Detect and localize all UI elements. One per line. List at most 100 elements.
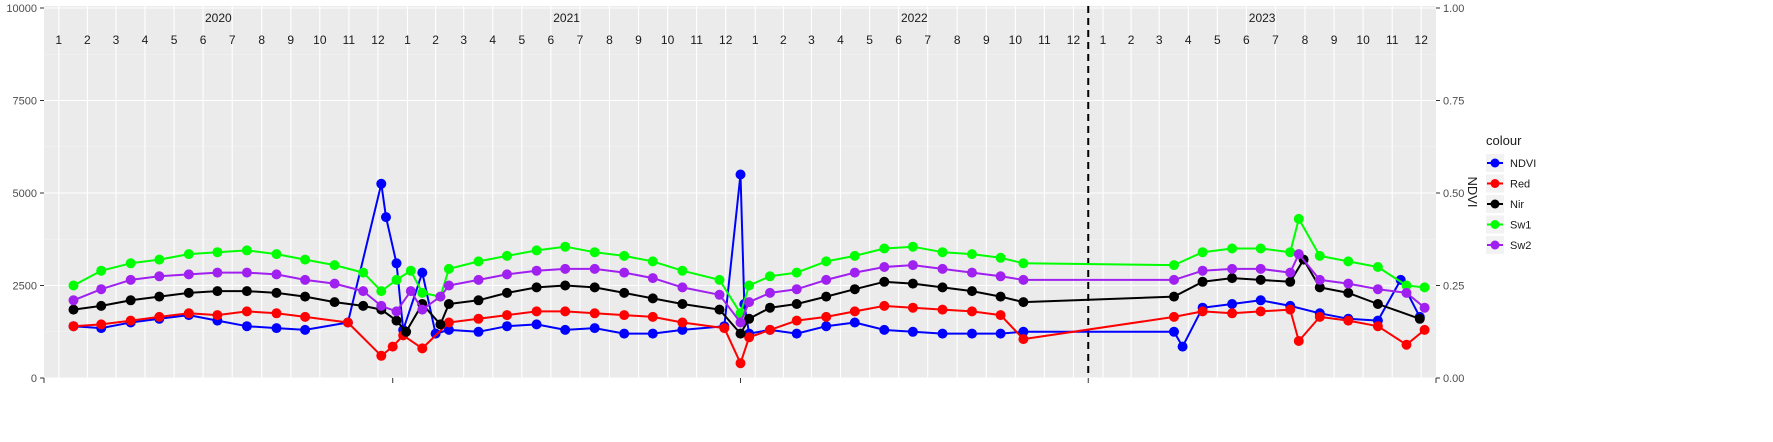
data-point: [271, 308, 282, 319]
month-label: 1: [55, 33, 62, 47]
data-point: [502, 310, 512, 321]
year-label: 2022: [901, 11, 928, 25]
data-point: [937, 247, 948, 258]
right-tick-label: 0.75: [1443, 96, 1464, 108]
data-point: [391, 258, 402, 269]
data-point: [791, 299, 802, 309]
data-point: [391, 315, 402, 326]
year-label: 2023: [1249, 11, 1276, 25]
data-point: [765, 271, 775, 282]
year-label: 2021: [553, 11, 580, 25]
data-point: [995, 291, 1006, 302]
month-label: 6: [548, 33, 555, 47]
data-point: [1197, 276, 1208, 287]
data-point: [417, 304, 428, 315]
data-point: [1314, 282, 1325, 293]
data-point: [271, 287, 282, 298]
data-point: [719, 323, 730, 334]
data-point: [589, 282, 600, 293]
data-point: [791, 315, 802, 326]
data-point: [735, 328, 746, 339]
data-point: [1372, 299, 1383, 309]
left-tick-label: 0: [31, 373, 37, 385]
legend-item-sw1: Sw1: [1486, 215, 1531, 234]
month-label: 10: [313, 33, 327, 47]
data-point: [619, 267, 630, 278]
data-point: [1255, 243, 1266, 254]
data-point: [677, 324, 688, 335]
data-point: [821, 311, 832, 322]
right-tick-label: 0.00: [1443, 373, 1464, 385]
month-label: 4: [489, 33, 496, 47]
data-point: [849, 306, 860, 317]
data-point: [358, 286, 369, 297]
legend: colour NDVI Red Nir Sw1 Sw2: [1486, 133, 1536, 254]
month-label: 6: [1243, 33, 1250, 47]
legend-label: Sw1: [1510, 220, 1531, 232]
data-point: [714, 304, 725, 315]
data-point: [967, 267, 977, 278]
data-point: [1401, 287, 1412, 298]
data-point: [677, 299, 688, 309]
data-point: [241, 286, 252, 297]
data-point: [791, 267, 802, 278]
data-point: [443, 263, 454, 274]
data-point: [1169, 274, 1179, 285]
data-point: [96, 319, 107, 330]
data-point: [502, 250, 512, 261]
legend-item-nir: Nir: [1486, 195, 1524, 213]
data-point: [241, 267, 252, 278]
data-point: [531, 265, 542, 276]
month-label: 7: [924, 33, 931, 47]
data-point: [1197, 247, 1208, 258]
data-point: [443, 317, 454, 328]
data-point: [647, 328, 658, 339]
x-axis: [43, 378, 1437, 383]
month-label: 4: [837, 33, 844, 47]
data-point: [417, 267, 428, 278]
data-point: [1018, 297, 1029, 308]
data-point: [937, 304, 948, 315]
series-layer: [68, 169, 1430, 369]
data-point: [937, 263, 948, 274]
data-point: [821, 321, 832, 332]
data-point: [619, 287, 630, 298]
data-point: [849, 317, 860, 328]
data-point: [473, 326, 484, 337]
data-point: [435, 319, 446, 330]
month-label: 2: [84, 33, 91, 47]
month-label: 9: [983, 33, 990, 47]
data-point: [183, 249, 194, 260]
data-point: [619, 250, 630, 261]
data-point: [342, 317, 353, 328]
data-point: [1293, 249, 1304, 260]
data-point: [560, 280, 571, 291]
data-point: [1255, 274, 1266, 285]
data-point: [96, 300, 107, 311]
data-point: [744, 297, 755, 308]
data-point: [907, 241, 918, 252]
data-point: [879, 243, 890, 254]
data-point: [1018, 326, 1029, 337]
data-point: [821, 291, 832, 302]
data-point: [1285, 276, 1296, 287]
data-point: [1169, 311, 1179, 322]
month-label: 10: [1009, 33, 1023, 47]
data-point: [329, 278, 340, 289]
data-point: [560, 263, 571, 274]
data-point: [473, 313, 484, 324]
year-label: 2020: [205, 11, 232, 25]
data-point: [502, 321, 512, 332]
data-point: [154, 254, 165, 265]
data-point: [1293, 336, 1304, 346]
data-point: [714, 289, 725, 300]
legend-marker: [1490, 179, 1500, 188]
data-point: [1314, 274, 1325, 285]
data-point: [1372, 284, 1383, 295]
data-point: [765, 287, 775, 298]
month-label: 1: [1100, 33, 1107, 47]
data-point: [1227, 308, 1238, 319]
month-label: 7: [229, 33, 236, 47]
legend-item-red: Red: [1486, 174, 1530, 193]
series-sw2: [68, 249, 1430, 328]
